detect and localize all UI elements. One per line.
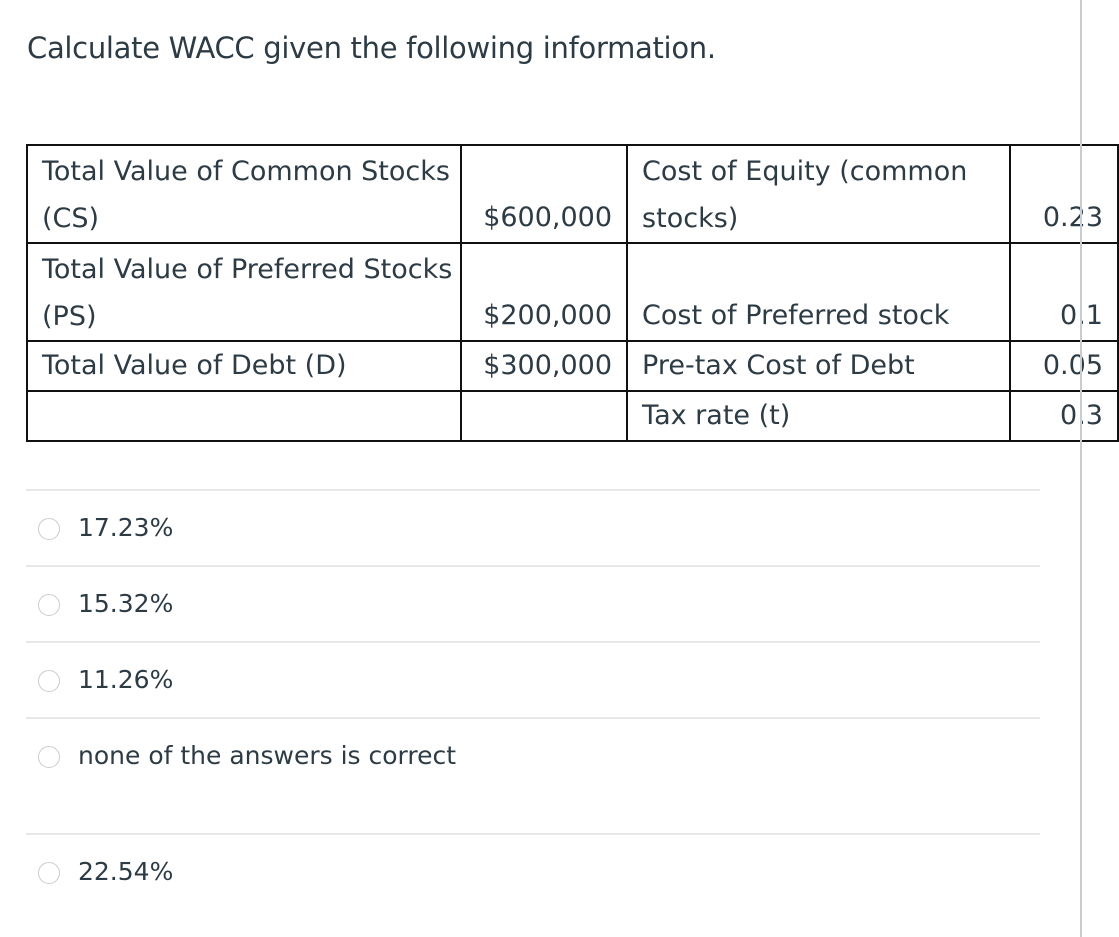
table-cell-label: Total Value of Debt (D) — [26, 340, 462, 392]
answer-label: 15.32% — [78, 589, 174, 618]
answer-option[interactable]: 22.54% — [26, 833, 1040, 935]
answer-label: 11.26% — [78, 665, 174, 694]
radio-button[interactable] — [38, 670, 60, 692]
radio-button[interactable] — [38, 862, 60, 884]
answer-list: 17.23% 15.32% 11.26% none of the answers… — [26, 489, 1040, 935]
table-cell-value: $300,000 — [459, 340, 629, 392]
table-cell-cost-label: Cost of Equity (common stocks) — [626, 144, 1012, 244]
table-cell-cost-label: Pre-tax Cost of Debt — [626, 340, 1012, 392]
table-cell-label: Total Value of Common Stocks (CS) — [26, 144, 462, 244]
table-cell-value: $200,000 — [459, 242, 629, 342]
table-cell-cost-value: 0.1 — [1009, 242, 1119, 342]
answer-label: none of the answers is correct — [78, 741, 457, 770]
table-row: Total Value of Debt (D) $300,000 Pre-tax… — [26, 340, 1119, 392]
table-cell-value: $600,000 — [459, 144, 629, 244]
table-cell-cost-label: Cost of Preferred stock — [626, 242, 1012, 342]
table-cell-cost-value: 0.23 — [1009, 144, 1119, 244]
answer-label: 22.54% — [78, 857, 174, 886]
table-row: Tax rate (t) 0.3 — [26, 390, 1119, 442]
radio-button[interactable] — [38, 746, 60, 768]
table-cell-label: Total Value of Preferred Stocks (PS) — [26, 242, 462, 342]
table-row: Total Value of Preferred Stocks (PS) $20… — [26, 242, 1119, 342]
radio-button[interactable] — [38, 518, 60, 540]
answer-option[interactable]: 11.26% — [26, 641, 1040, 717]
question-text: Calculate WACC given the following infor… — [27, 31, 716, 65]
table-cell-label — [26, 390, 462, 442]
right-divider — [1080, 0, 1082, 937]
table-cell-value — [459, 390, 629, 442]
table-cell-cost-label: Tax rate (t) — [626, 390, 1012, 442]
table-cell-cost-value: 0.05 — [1009, 340, 1119, 392]
table-cell-cost-value: 0.3 — [1009, 390, 1119, 442]
radio-button[interactable] — [38, 594, 60, 616]
answer-option[interactable]: 15.32% — [26, 565, 1040, 641]
answer-label: 17.23% — [78, 513, 174, 542]
table-row: Total Value of Common Stocks (CS) $600,0… — [26, 144, 1119, 244]
answer-option[interactable]: 17.23% — [26, 489, 1040, 565]
answer-option[interactable]: none of the answers is correct — [26, 717, 1040, 833]
info-table: Total Value of Common Stocks (CS) $600,0… — [26, 144, 1119, 442]
